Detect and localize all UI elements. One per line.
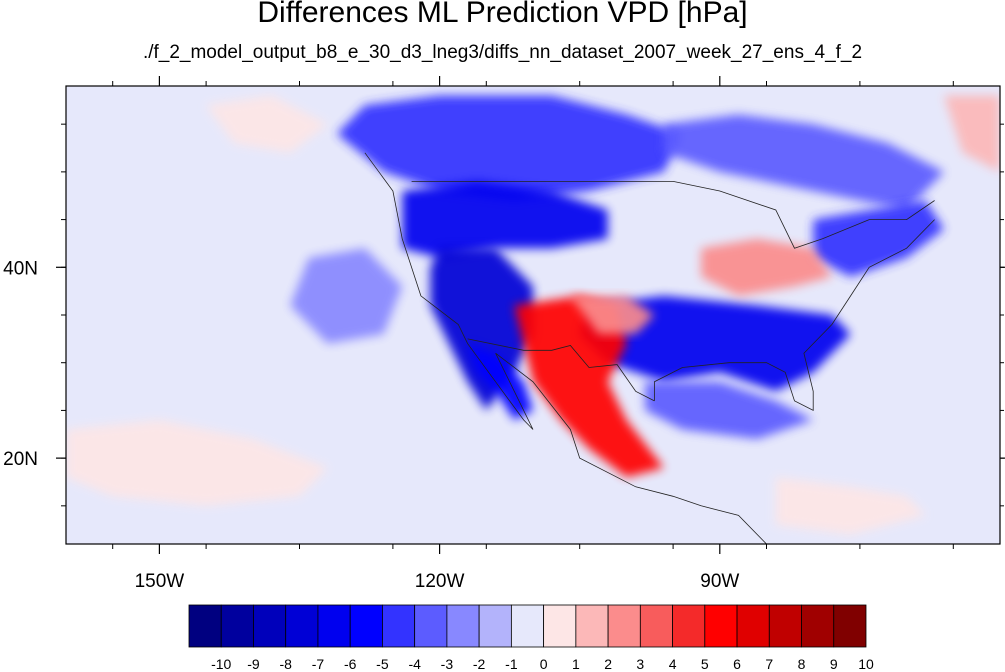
region-caribbean-positive	[775, 477, 926, 535]
colorbar-label: -5	[376, 656, 389, 672]
colorbar-swatch	[510, 604, 545, 648]
x-tick-label: 150W	[135, 571, 185, 592]
colorbar-swatch	[801, 604, 835, 648]
region-mexico-strong-positive	[514, 295, 664, 478]
colorbar-swatch	[317, 604, 351, 648]
region-canada-west-negative	[336, 95, 683, 201]
colorbar-label: 10	[858, 656, 874, 672]
colorbar-label: -4	[408, 656, 421, 672]
colorbar-swatch	[543, 604, 577, 648]
colorbar-label: 6	[733, 656, 741, 672]
colorbar-label: -10	[211, 656, 231, 672]
region-baja-negative	[467, 343, 533, 420]
region-canada-east-negative	[663, 114, 944, 210]
region-northeast-negative	[813, 200, 944, 277]
y-tick-label: 40N	[3, 258, 38, 279]
region-pacific-negative	[290, 248, 403, 344]
gulf-atlantic-coastline	[654, 219, 935, 412]
region-southern-plains-positive	[570, 295, 655, 335]
colorbar-label: -6	[344, 656, 357, 672]
colorbar-swatch	[349, 604, 383, 648]
colorbar-label: 7	[765, 656, 773, 672]
colorbar-swatch	[478, 604, 512, 648]
y-tick-label: 20N	[3, 449, 38, 470]
colorbar-swatch	[446, 604, 480, 648]
region-northwest-us-strong-negative	[402, 181, 608, 258]
colorbar-label: 1	[572, 656, 580, 672]
colorbar-label: 8	[798, 656, 806, 672]
colorbar-label: -7	[312, 656, 325, 672]
colorbar-swatch	[253, 604, 287, 648]
colorbar-label: 9	[830, 656, 838, 672]
colorbar-label: -1	[505, 656, 518, 672]
colorbar-label: 4	[669, 656, 677, 672]
chart-subtitle: ./f_2_model_output_b8_e_30_d3_lneg3/diff…	[142, 42, 863, 63]
colorbar-swatch	[414, 604, 448, 648]
colorbar-swatch	[704, 604, 738, 648]
colorbar-label: -9	[247, 656, 260, 672]
colorbar-swatch	[833, 604, 867, 648]
colorbar-swatch	[220, 604, 254, 648]
x-tick-label: 90W	[700, 571, 739, 592]
colorbar-swatch	[768, 604, 802, 648]
region-ohio-valley-positive	[701, 238, 832, 296]
colorbar-label: -2	[473, 656, 486, 672]
colorbar: -10 -9 -8 -7 -6 -5 -4 -3 -2 -1 0 1 2 3 4 5 6 7 8 9 10	[188, 604, 874, 672]
colorbar-label: -3	[441, 656, 454, 672]
colorbar-swatch	[672, 604, 706, 648]
map-area	[66, 86, 1000, 544]
axis-ticks: 150W 120W 90W 40N 20N	[3, 76, 1005, 592]
colorbar-label: 3	[636, 656, 644, 672]
national-border-1	[467, 338, 655, 402]
colorbar-label: 2	[604, 656, 612, 672]
colorbar-swatch	[639, 604, 673, 648]
colorbar-swatch	[736, 604, 770, 648]
region-north-atlantic-positive	[944, 95, 1000, 172]
anomaly-regions	[66, 95, 1000, 535]
colorbar-swatch	[382, 604, 416, 648]
region-pacific-coast-positive	[206, 95, 328, 153]
x-tick-label: 120W	[415, 571, 465, 592]
colorbar-swatch	[188, 604, 222, 648]
colorbar-swatch	[575, 604, 609, 648]
geographic-lines	[364, 152, 935, 544]
colorbar-label: -8	[279, 656, 292, 672]
region-gulf-negative	[645, 381, 814, 439]
colorbar-swatch	[607, 604, 641, 648]
colorbar-swatch	[285, 604, 319, 648]
colorbar-label: 5	[701, 656, 709, 672]
region-hawaii-subtropics-positive	[66, 420, 328, 506]
colorbar-label: 0	[540, 656, 548, 672]
national-border-0	[411, 180, 935, 249]
chart-title: Differences ML Prediction VPD [hPa]	[257, 0, 748, 29]
pacific-coastline	[364, 152, 768, 544]
